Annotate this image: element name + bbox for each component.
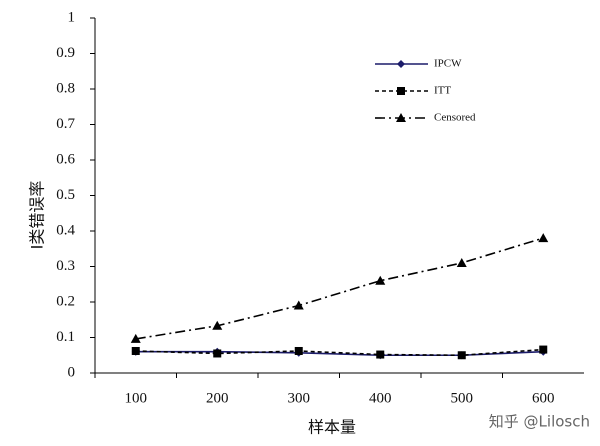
x-tick-label: 200 (206, 390, 229, 406)
data-point (212, 320, 223, 330)
y-tick-label: 0.8 (56, 80, 75, 96)
data-point (213, 349, 222, 358)
data-point (293, 300, 304, 310)
y-tick-label: 0.7 (56, 116, 75, 132)
y-tick-label: 0.3 (56, 258, 75, 274)
y-tick-label: 0 (68, 364, 76, 380)
y-axis-label: Ⅰ类错误率 (28, 181, 47, 250)
x-tick-label: 600 (532, 390, 555, 406)
legend-marker (396, 113, 406, 122)
data-point (538, 233, 549, 243)
x-tick-label: 100 (125, 390, 148, 406)
data-point (376, 350, 385, 359)
data-point (130, 333, 141, 343)
y-tick-label: 0.9 (56, 45, 75, 61)
y-tick-label: 0.2 (56, 293, 75, 309)
legend-label: IPCW (434, 58, 462, 70)
watermark: 知乎 @Lilosch (489, 413, 590, 431)
data-point (131, 346, 140, 355)
y-tick-label: 0.1 (56, 329, 75, 345)
data-point (375, 275, 386, 285)
x-tick-label: 400 (369, 390, 392, 406)
legend-label: Censored (434, 112, 476, 124)
legend-label: ITT (434, 85, 451, 97)
y-tick-label: 1 (68, 9, 76, 25)
data-point (457, 351, 466, 360)
data-point (539, 345, 548, 354)
x-axis-label: 样本量 (308, 418, 356, 437)
data-point (456, 257, 467, 267)
legend-marker (397, 60, 405, 68)
x-tick-label: 500 (451, 390, 474, 406)
series-line (135, 348, 544, 357)
series-line (135, 237, 544, 340)
legend-marker (397, 87, 405, 95)
y-tick-label: 0.6 (56, 151, 75, 167)
y-tick-label: 0.5 (56, 187, 75, 203)
x-tick-label: 300 (288, 390, 311, 406)
data-point (294, 346, 303, 355)
y-tick-label: 0.4 (56, 222, 75, 238)
